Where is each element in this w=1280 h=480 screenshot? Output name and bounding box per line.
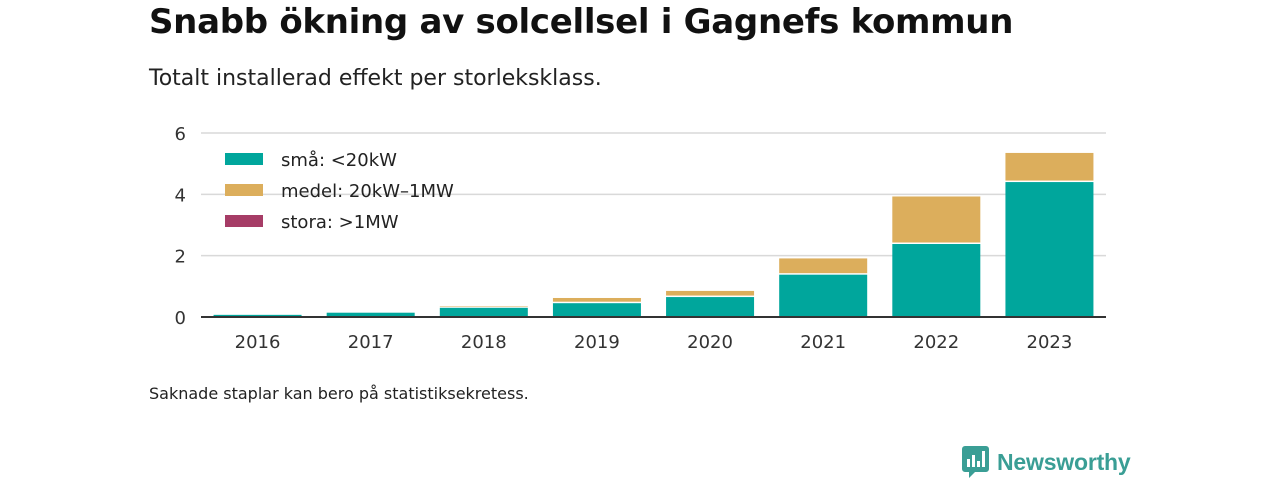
y-tick-label: 2 [175,247,186,268]
stacked-bar-chart: 0 2 4 6 2016 2017 2018 2019 2020 2021 2022 2023 sm… [175,124,1106,353]
bar-segment [439,306,528,307]
bar-segment [666,297,755,317]
legend-label: små: <20kW [281,150,397,171]
bar-segment [439,307,528,317]
bar-segment [779,274,868,317]
newsworthy-icon [962,446,989,478]
bar-segment [1005,182,1094,317]
newsworthy-logo: Newsworthy [962,446,1131,478]
legend-swatch [225,215,263,227]
bar-segment [892,244,981,317]
y-axis-ticks: 0 2 4 6 [175,124,186,329]
x-tick-label: 2018 [461,332,507,353]
chart-title: Snabb ökning av solcellsel i Gagnefs kom… [149,2,1014,42]
bar-segment [892,196,981,243]
footnote: Saknade staplar kan bero på statistiksek… [149,384,529,403]
x-axis-ticks: 2016 2017 2018 2019 2020 2021 2022 2023 [235,332,1073,353]
y-tick-label: 6 [175,124,186,145]
bar-segment [552,303,641,317]
y-tick-label: 0 [175,308,186,329]
bar-segment [213,314,302,317]
bar-segment [779,258,868,274]
bar-segment [326,312,415,317]
legend-label: medel: 20kW–1MW [281,181,454,202]
chart-subtitle: Totalt installerad effekt per storlekskl… [149,66,602,91]
x-tick-label: 2021 [800,332,846,353]
x-tick-label: 2022 [913,332,959,353]
y-tick-label: 4 [175,185,186,206]
bars [201,152,1106,318]
bar-segment [552,297,641,302]
legend-swatch [225,184,263,196]
legend-swatch [225,153,263,165]
x-tick-label: 2017 [348,332,394,353]
brand-name: Newsworthy [997,448,1131,475]
legend: små: <20kW medel: 20kW–1MW stora: >1MW [225,150,454,233]
x-tick-label: 2023 [1027,332,1073,353]
bar-segment [1005,152,1094,181]
x-tick-label: 2019 [574,332,620,353]
x-tick-label: 2020 [687,332,733,353]
x-tick-label: 2016 [235,332,281,353]
legend-label: stora: >1MW [281,212,399,233]
bar-segment [666,290,755,296]
